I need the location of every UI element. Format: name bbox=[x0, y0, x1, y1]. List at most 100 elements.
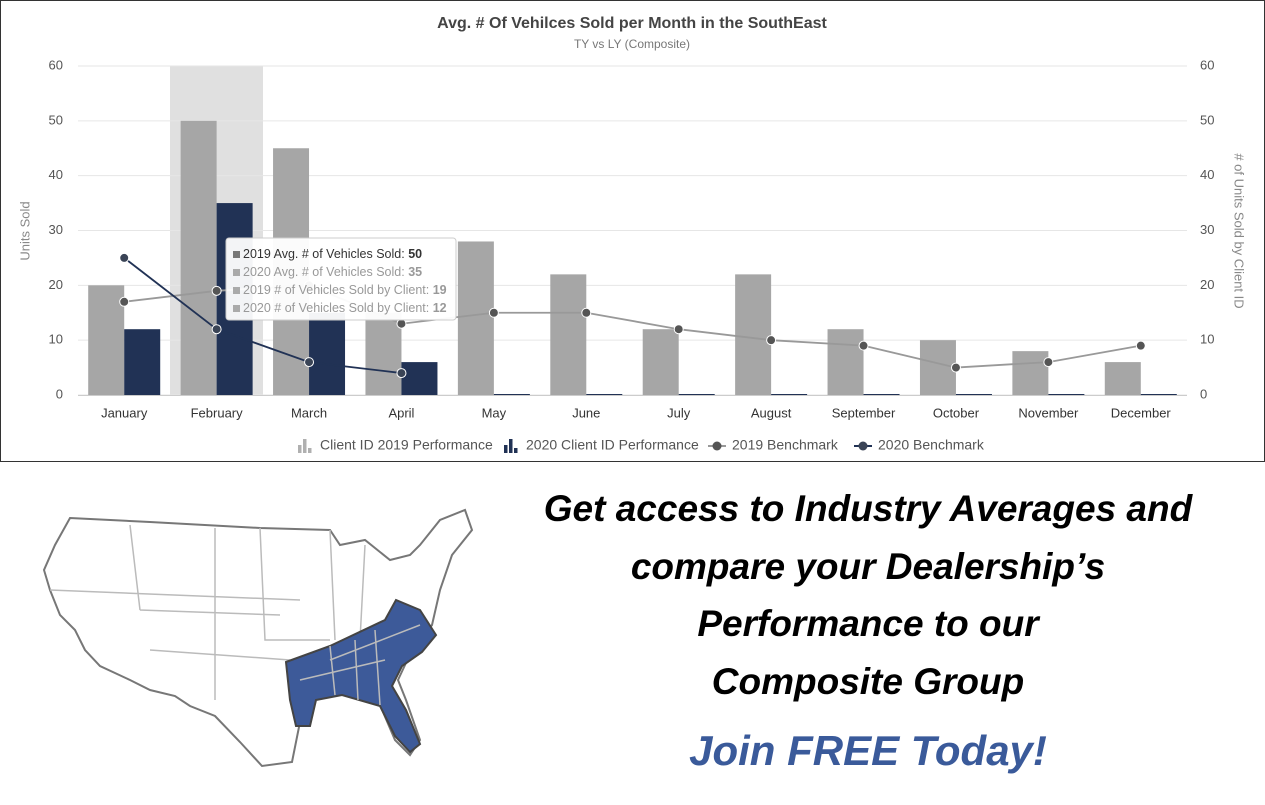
bar bbox=[180, 120, 217, 395]
legend-icon bbox=[509, 439, 513, 453]
us-map bbox=[42, 508, 474, 768]
point bbox=[950, 362, 961, 373]
y-tick-label: 40 bbox=[49, 167, 63, 182]
x-tick-label: August bbox=[751, 405, 792, 420]
tooltip-icon bbox=[233, 287, 240, 294]
y2-tick-label: 40 bbox=[1200, 167, 1214, 182]
point bbox=[211, 285, 222, 296]
x-tick-label: May bbox=[482, 405, 507, 420]
bar bbox=[642, 329, 679, 395]
legend-icon bbox=[858, 441, 868, 451]
line bbox=[123, 257, 402, 374]
x-tick-label: October bbox=[933, 405, 980, 420]
y-axis-label: Units Sold bbox=[17, 201, 32, 260]
tooltip-label: 2019 Avg. # of Vehicles Sold: bbox=[243, 247, 405, 261]
point bbox=[858, 340, 869, 351]
bar bbox=[1012, 351, 1049, 395]
y2-tick-label: 10 bbox=[1200, 332, 1214, 347]
x-tick-label: December bbox=[1111, 405, 1172, 420]
x-tick-label: January bbox=[101, 405, 148, 420]
legend-label: 2020 Client ID Performance bbox=[526, 437, 699, 453]
headline-line: Get access to Industry Averages and bbox=[544, 488, 1194, 529]
headline-line: compare your Dealership’s bbox=[631, 546, 1105, 587]
point bbox=[119, 296, 130, 307]
point bbox=[119, 252, 130, 263]
y2-tick-label: 30 bbox=[1200, 222, 1214, 237]
southeast-region bbox=[284, 598, 438, 754]
bar bbox=[919, 340, 956, 395]
cta[interactable]: Join FREE Today! bbox=[689, 727, 1047, 774]
y-tick-label: 0 bbox=[56, 386, 63, 401]
legend-label: Client ID 2019 Performance bbox=[320, 437, 493, 453]
bar bbox=[401, 362, 438, 395]
bar bbox=[309, 312, 346, 395]
y-tick-label: 30 bbox=[49, 222, 63, 237]
bar bbox=[1104, 362, 1141, 395]
point bbox=[211, 324, 222, 335]
legend-item: 2020 Benchmark bbox=[854, 437, 985, 453]
legend: Client ID 2019 Performance 2020 Client ID… bbox=[298, 437, 985, 453]
legend-item: 2019 Benchmark bbox=[708, 437, 839, 453]
point bbox=[488, 307, 499, 318]
tooltip-icon bbox=[233, 305, 240, 312]
y2-axis-label: # of Units Sold by Client ID bbox=[1232, 153, 1247, 308]
tooltip-icon bbox=[233, 251, 240, 258]
y-tick-label: 50 bbox=[49, 112, 63, 127]
x-tick-label: April bbox=[388, 405, 414, 420]
point bbox=[304, 357, 315, 368]
chart-title: Avg. # Of Vehilces Sold per Month in the… bbox=[437, 15, 827, 32]
tooltip-value: 50 bbox=[408, 247, 422, 261]
x-tick-label: February bbox=[191, 405, 244, 420]
y2-tick-label: 60 bbox=[1200, 57, 1214, 72]
x-tick-label: November bbox=[1018, 405, 1079, 420]
legend-item: Client ID 2019 Performance bbox=[298, 437, 493, 453]
legend-icon bbox=[712, 441, 722, 451]
bar bbox=[493, 394, 530, 395]
bar bbox=[88, 285, 125, 395]
tooltip-value: 12 bbox=[433, 301, 447, 315]
y-tick-label: 60 bbox=[49, 57, 63, 72]
bar bbox=[365, 312, 402, 395]
tooltip-item: 2019 Avg. # of Vehicles Sold: 50 bbox=[243, 247, 422, 261]
point bbox=[673, 324, 684, 335]
bar bbox=[124, 329, 161, 395]
tooltip-label: 2020 Avg. # of Vehicles Sold: bbox=[243, 265, 405, 279]
point bbox=[1043, 357, 1054, 368]
chart-subtitle: TY vs LY (Composite) bbox=[574, 37, 690, 51]
bar bbox=[586, 394, 623, 395]
tooltip-value: 35 bbox=[408, 265, 422, 279]
tooltip-box bbox=[225, 237, 457, 321]
point bbox=[581, 307, 592, 318]
point bbox=[1135, 340, 1146, 351]
bar bbox=[1048, 394, 1085, 395]
tooltip-value: 19 bbox=[433, 283, 447, 297]
legend-icon bbox=[298, 445, 302, 453]
bar bbox=[457, 241, 494, 395]
state-lines bbox=[299, 624, 421, 706]
headline-line: Composite Group bbox=[712, 661, 1024, 702]
x-tick-label: March bbox=[291, 405, 327, 420]
tooltip-icon bbox=[233, 269, 240, 276]
point bbox=[396, 368, 407, 379]
bar bbox=[1140, 394, 1177, 395]
tooltip-label: 2020 # of Vehicles Sold by Client: bbox=[243, 301, 429, 315]
bar bbox=[771, 394, 808, 395]
y2-tick-label: 50 bbox=[1200, 112, 1214, 127]
bar bbox=[550, 274, 587, 395]
tooltip-item: 2020 # of Vehicles Sold by Client: 12 bbox=[243, 301, 447, 315]
legend-icon bbox=[303, 439, 307, 453]
tooltip-label: 2019 # of Vehicles Sold by Client: bbox=[243, 283, 429, 297]
x-tick-label: September bbox=[832, 405, 896, 420]
x-tick-label: July bbox=[667, 405, 691, 420]
plot: 0 10 20 30 40 50 60 0 10 20 30 40 50 60 January Februar… bbox=[49, 57, 1215, 420]
legend-icon bbox=[504, 445, 508, 453]
bar bbox=[735, 274, 772, 395]
bar bbox=[827, 329, 864, 395]
y-tick-label: 20 bbox=[49, 277, 63, 292]
x-tick-label: June bbox=[572, 405, 600, 420]
bar bbox=[678, 394, 715, 395]
bar bbox=[955, 394, 992, 395]
point bbox=[766, 335, 777, 346]
headline-line: Performance to our bbox=[697, 603, 1041, 644]
